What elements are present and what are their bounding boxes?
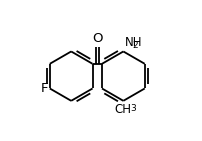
Text: CH: CH: [114, 103, 131, 116]
Text: NH: NH: [124, 36, 142, 49]
Text: 2: 2: [132, 41, 138, 50]
Text: F: F: [41, 82, 48, 95]
Text: O: O: [92, 32, 102, 45]
Text: 3: 3: [129, 104, 135, 113]
